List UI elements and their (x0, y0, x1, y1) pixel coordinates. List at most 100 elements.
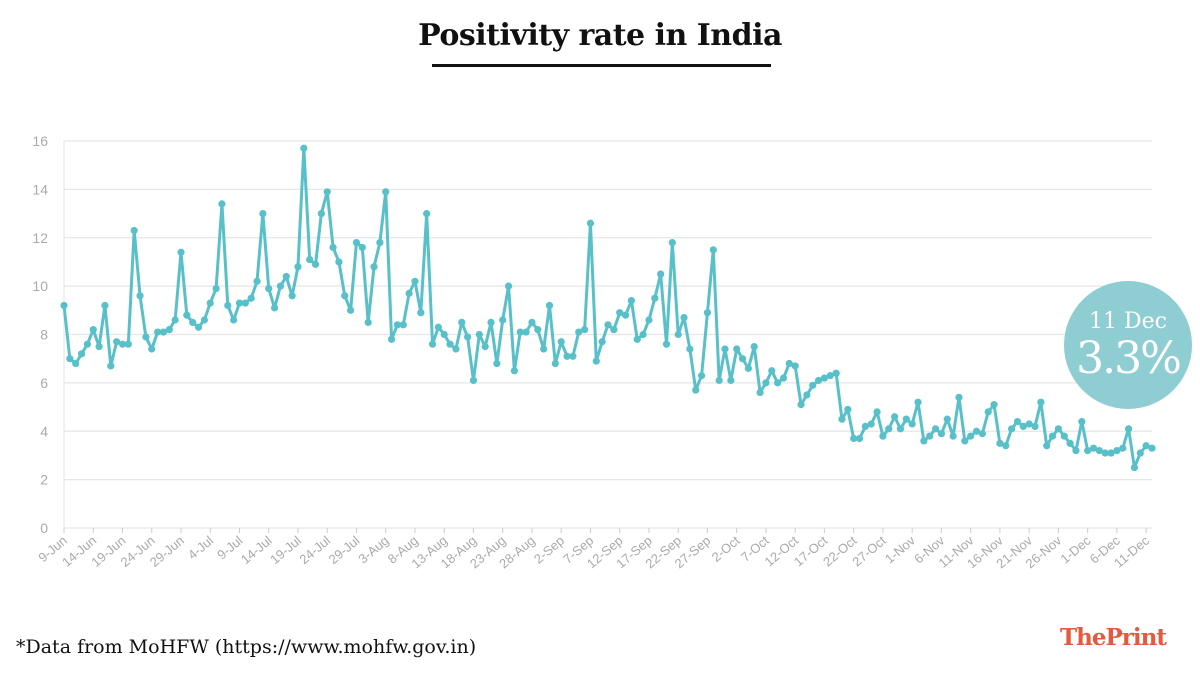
data-point (434, 323, 442, 331)
y-tick-label: 8 (40, 327, 48, 343)
data-point (1078, 417, 1086, 426)
data-point (224, 301, 232, 310)
data-point (60, 301, 68, 310)
data-point (1037, 398, 1045, 406)
callout-value: 3.3% (1076, 333, 1182, 384)
data-point (376, 238, 384, 247)
data-point (809, 381, 817, 389)
data-point (797, 401, 805, 409)
data-source-note: *Data from MoHFW (https://www.mohfw.gov.… (16, 636, 477, 658)
data-point (1113, 447, 1121, 455)
data-point (733, 345, 741, 353)
data-point (101, 301, 109, 310)
data-point (891, 413, 899, 421)
data-point (750, 342, 758, 351)
x-tick-label: 29-Jul (326, 533, 363, 567)
data-point (978, 430, 986, 438)
data-point (931, 425, 940, 433)
data-point (645, 316, 653, 324)
data-point (955, 393, 963, 401)
data-point (586, 219, 595, 227)
y-tick-label: 12 (32, 230, 48, 246)
data-point (499, 316, 507, 324)
data-point (779, 374, 788, 382)
data-point (972, 427, 981, 435)
data-point (358, 243, 366, 252)
data-point (323, 188, 331, 196)
data-point (1107, 449, 1115, 457)
data-point (165, 326, 173, 334)
x-tick-label: 1-Nov (882, 532, 919, 566)
data-point (329, 243, 337, 252)
data-point (1008, 425, 1016, 433)
data-point (200, 316, 208, 324)
data-point (657, 270, 665, 278)
data-point (715, 376, 723, 385)
data-point (598, 338, 606, 346)
data-point (1101, 449, 1109, 457)
data-point (861, 422, 869, 431)
data-point (194, 323, 203, 331)
data-point (949, 432, 957, 440)
data-point (230, 316, 238, 324)
data-point (838, 415, 846, 423)
data-point (347, 306, 355, 314)
x-tick-label: 3-Aug (355, 533, 391, 567)
data-point (270, 304, 279, 312)
data-point (873, 408, 881, 416)
data-point (1084, 447, 1092, 455)
data-point (686, 345, 694, 353)
data-point (218, 200, 226, 208)
data-point (136, 292, 144, 300)
data-point (984, 408, 992, 416)
data-point (540, 345, 548, 353)
data-point (709, 246, 717, 254)
data-point (475, 330, 483, 339)
data-point (493, 359, 501, 368)
data-point (943, 415, 951, 423)
data-point (557, 338, 565, 346)
data-point (967, 432, 975, 440)
data-point (118, 340, 127, 348)
data-point (423, 209, 431, 218)
data-point (610, 326, 618, 334)
data-point (668, 238, 676, 247)
data-point (1072, 447, 1080, 455)
x-tick-label: 24-Jul (296, 533, 333, 567)
data-point (1002, 442, 1010, 450)
y-tick-label: 2 (40, 472, 48, 488)
data-point (697, 372, 706, 380)
y-tick-label: 16 (32, 133, 48, 149)
data-point (235, 299, 244, 307)
data-point (458, 318, 466, 327)
data-point (183, 311, 191, 319)
data-point (294, 263, 302, 271)
data-point (130, 226, 138, 235)
data-point (1148, 444, 1156, 452)
data-point (639, 330, 647, 339)
data-point (937, 430, 946, 438)
data-point (516, 328, 524, 336)
data-point (504, 282, 513, 290)
data-point (189, 318, 197, 327)
y-tick-label: 14 (32, 181, 48, 197)
data-point (276, 282, 285, 290)
theprint-logo: ThePrint (1060, 624, 1167, 651)
x-tick-label: 1-Dec (1057, 532, 1094, 566)
data-point (1089, 444, 1098, 452)
data-point (1019, 422, 1027, 431)
data-point (522, 328, 530, 336)
data-point (300, 144, 308, 152)
data-point (370, 263, 378, 271)
data-point (990, 401, 998, 409)
data-point (633, 335, 641, 343)
data-point (855, 434, 864, 443)
data-point (469, 376, 478, 385)
data-point (662, 340, 671, 348)
data-point (621, 311, 630, 319)
data-point (1054, 425, 1063, 433)
data-point (113, 338, 121, 346)
data-point (341, 292, 349, 300)
data-point (832, 369, 840, 377)
data-point (89, 326, 97, 334)
